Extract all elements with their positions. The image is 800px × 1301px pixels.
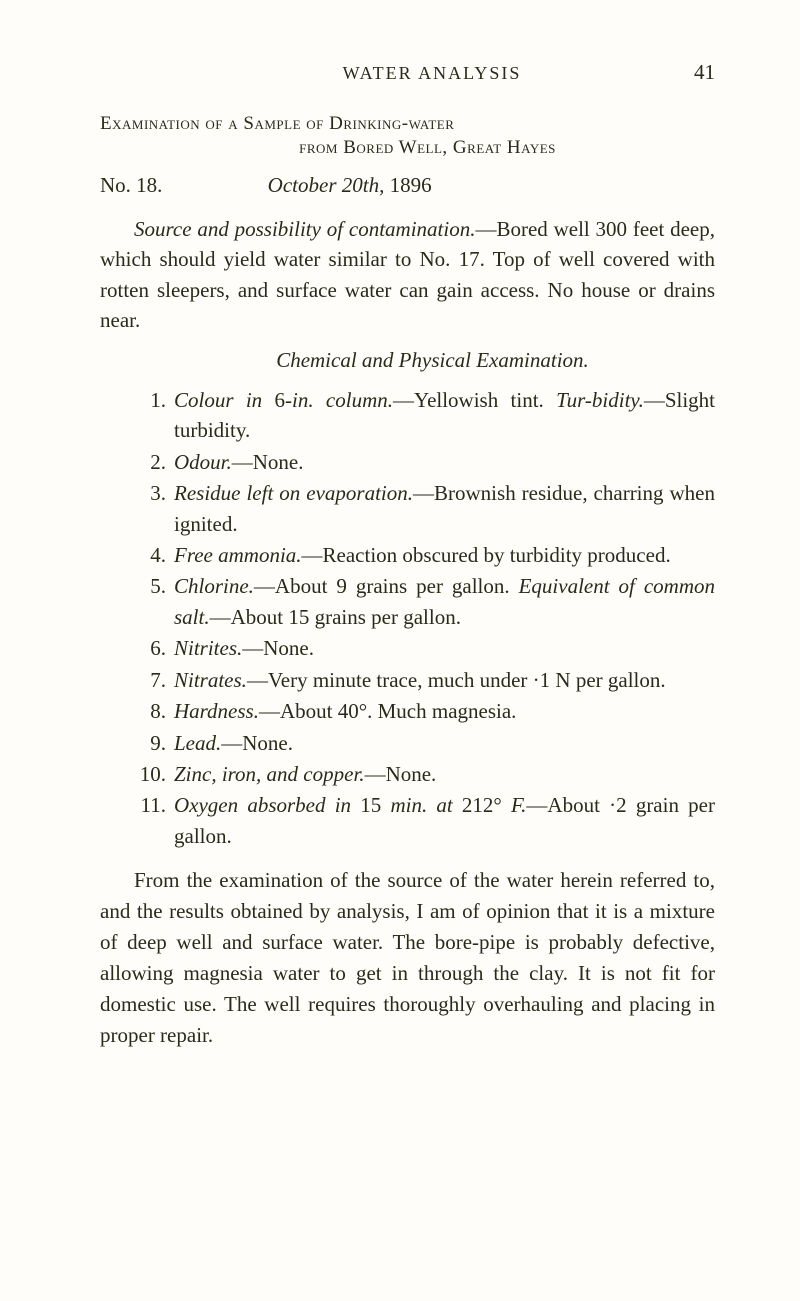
list-item: 9. Lead.—None. (100, 728, 715, 758)
item-tail-plain: —About 15 grains per gallon. (210, 605, 461, 629)
item-rest: —Very minute trace, much under ·1 N per … (247, 668, 666, 692)
date-year: 1896 (384, 173, 431, 197)
item-number: 1. (126, 385, 166, 415)
list-item: 8. Hardness.—About 40°. Much magnesia. (100, 696, 715, 726)
source-paragraph: Source and possibility of contamination.… (100, 214, 715, 336)
item-number: 2. (126, 447, 166, 477)
number-date-line: No. 18. October 20th, 1896 (100, 173, 715, 198)
item-number: 8. (126, 696, 166, 726)
exam-title-line2: from Bored Well, Great Hayes (100, 137, 715, 159)
exam-title-line1: Examination of a Sample of Drinking-wate… (100, 113, 715, 135)
list-item: 4. Free ammonia.—Reaction obscured by tur… (100, 540, 715, 570)
source-lead: Source and possibility of contamination. (134, 217, 475, 241)
list-item: 11. Oxygen absorbed in 15 min. at 212° F.… (100, 790, 715, 851)
item-head: Nitrites. (174, 636, 242, 660)
item-italic3: F. (511, 793, 526, 817)
item-italic2: in. column. (292, 388, 393, 412)
list-item: 2. Odour.—None. (100, 447, 715, 477)
page-header: WATER ANALYSIS 41 (100, 60, 715, 85)
item-italic2: min. at (390, 793, 452, 817)
item-head: Colour in (174, 388, 262, 412)
list-item: 10. Zinc, iron, and copper.—None. (100, 759, 715, 789)
item-plain: 6- (262, 388, 292, 412)
item-number: 11. (126, 790, 166, 820)
item-head: Nitrates. (174, 668, 247, 692)
item-number: 4. (126, 540, 166, 570)
item-head: Chlorine. (174, 574, 254, 598)
item-plain2: 212° (453, 793, 511, 817)
item-number: 3. (126, 478, 166, 508)
date-italic: October 20th, (268, 173, 385, 197)
item-number: 9. (126, 728, 166, 758)
item-number: 7. (126, 665, 166, 695)
item-rest: —None. (365, 762, 437, 786)
item-tail-italic: Tur-bidity. (556, 388, 644, 412)
item-rest: —About 9 grains per gallon. (254, 574, 519, 598)
item-head: Hardness. (174, 699, 259, 723)
number-label: No. 18. (100, 173, 162, 197)
item-head: Free ammonia. (174, 543, 302, 567)
page-number: 41 (694, 60, 715, 85)
item-head: Lead. (174, 731, 221, 755)
item-rest: —Yellowish tint. (393, 388, 556, 412)
conclusion-text: From the examination of the source of th… (100, 868, 715, 1046)
conclusion-paragraph: From the examination of the source of th… (100, 865, 715, 1050)
item-rest: —None. (221, 731, 293, 755)
item-number: 10. (126, 759, 166, 789)
item-head: Zinc, iron, and copper. (174, 762, 365, 786)
item-rest: —About 40°. Much magnesia. (259, 699, 516, 723)
item-head: Oxygen absorbed in (174, 793, 351, 817)
item-rest: —Reaction obscured by turbidity produced… (302, 543, 671, 567)
item-head: Odour. (174, 450, 232, 474)
item-plain1: 15 (351, 793, 390, 817)
item-number: 6. (126, 633, 166, 663)
item-rest: —None. (242, 636, 314, 660)
examination-list: 1. Colour in 6-in. column.—Yellowish tint… (100, 385, 715, 852)
list-item: 3.Residue left on evaporation.—Brownish … (100, 478, 715, 539)
list-item: 5.Chlorine.—About 9 grains per gallon. E… (100, 571, 715, 632)
item-number: 5. (126, 571, 166, 601)
running-head: WATER ANALYSIS (170, 63, 694, 84)
section-heading: Chemical and Physical Examination. (100, 348, 715, 373)
item-head: Residue left on evaporation. (174, 481, 413, 505)
item-rest: —None. (232, 450, 304, 474)
list-item: 7. Nitrates.—Very minute trace, much unde… (100, 665, 715, 695)
list-item: 1. Colour in 6-in. column.—Yellowish tint… (100, 385, 715, 446)
list-item: 6. Nitrites.—None. (100, 633, 715, 663)
